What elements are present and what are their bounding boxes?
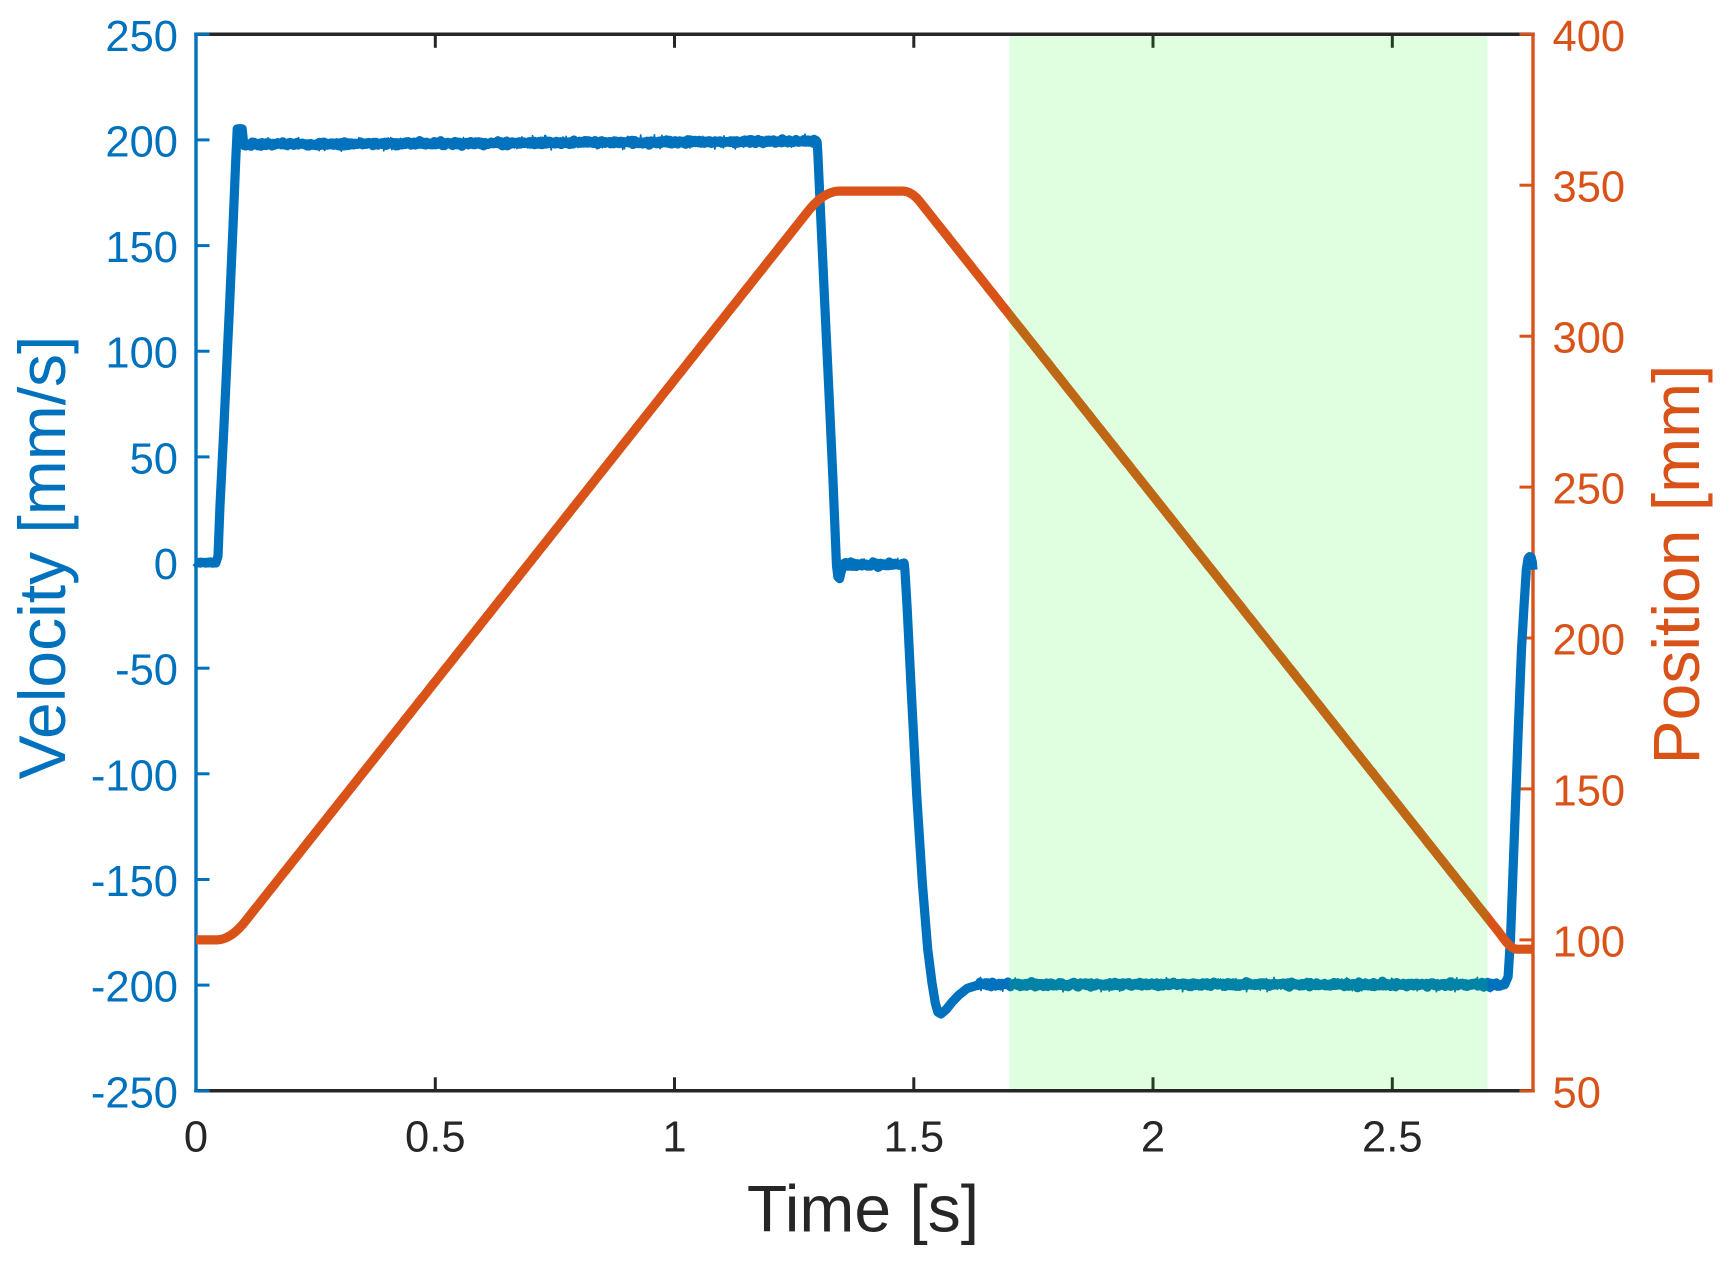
svg-text:-250: -250 <box>91 1069 178 1117</box>
svg-text:250: 250 <box>1553 466 1626 514</box>
svg-text:100: 100 <box>105 330 178 378</box>
svg-text:150: 150 <box>1553 767 1626 815</box>
svg-text:Position [mm]: Position [mm] <box>1639 365 1713 765</box>
svg-text:2: 2 <box>1141 1114 1165 1162</box>
svg-text:0.5: 0.5 <box>405 1114 465 1162</box>
svg-text:100: 100 <box>1553 918 1626 966</box>
svg-text:Velocity [mm/s]: Velocity [mm/s] <box>5 336 79 780</box>
svg-text:-150: -150 <box>91 858 178 906</box>
svg-text:1: 1 <box>662 1114 686 1162</box>
svg-text:-200: -200 <box>91 964 178 1012</box>
svg-text:-100: -100 <box>91 752 178 800</box>
svg-text:150: 150 <box>105 224 178 272</box>
svg-text:0: 0 <box>184 1114 208 1162</box>
svg-text:-50: -50 <box>115 647 178 695</box>
svg-text:400: 400 <box>1553 13 1626 61</box>
svg-text:300: 300 <box>1553 315 1626 363</box>
svg-text:50: 50 <box>130 435 178 483</box>
svg-text:2.5: 2.5 <box>1362 1114 1422 1162</box>
svg-text:250: 250 <box>105 13 178 61</box>
svg-text:50: 50 <box>1553 1069 1601 1117</box>
svg-text:200: 200 <box>105 118 178 166</box>
svg-text:1.5: 1.5 <box>884 1114 944 1162</box>
svg-text:Time [s]: Time [s] <box>747 1172 979 1246</box>
svg-text:200: 200 <box>1553 617 1626 665</box>
svg-text:350: 350 <box>1553 164 1626 212</box>
svg-text:0: 0 <box>154 541 178 589</box>
